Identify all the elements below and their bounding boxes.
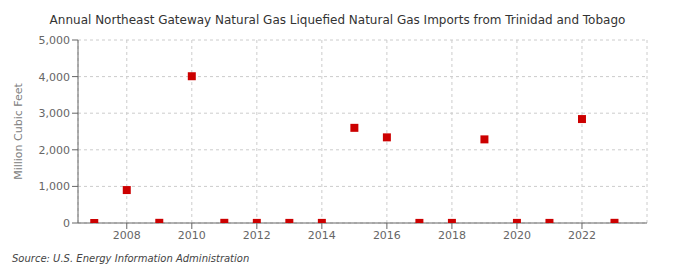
- svg-text:2010: 2010: [178, 229, 206, 242]
- svg-text:5,000: 5,000: [39, 34, 71, 47]
- svg-text:2012: 2012: [243, 229, 271, 242]
- svg-text:2,000: 2,000: [39, 144, 71, 157]
- svg-text:2008: 2008: [113, 229, 141, 242]
- svg-text:1,000: 1,000: [39, 180, 71, 193]
- svg-text:Million Cubic Feet: Million Cubic Feet: [12, 82, 25, 179]
- svg-text:2014: 2014: [308, 229, 336, 242]
- svg-text:2020: 2020: [503, 229, 531, 242]
- svg-text:0: 0: [63, 217, 70, 230]
- svg-text:4,000: 4,000: [39, 71, 71, 84]
- html-text:Source: U.S. Energy Informatio: Source: U.S. Energy Information Administ…: [12, 253, 250, 264]
- svg-text:2022: 2022: [568, 229, 596, 242]
- svg-text:3,000: 3,000: [39, 107, 71, 120]
- html-text:Annual Northeast Gateway Natur: Annual Northeast Gateway Natural Gas Liq…: [49, 13, 626, 27]
- svg-text:2016: 2016: [373, 229, 401, 242]
- svg-text:2018: 2018: [438, 229, 466, 242]
